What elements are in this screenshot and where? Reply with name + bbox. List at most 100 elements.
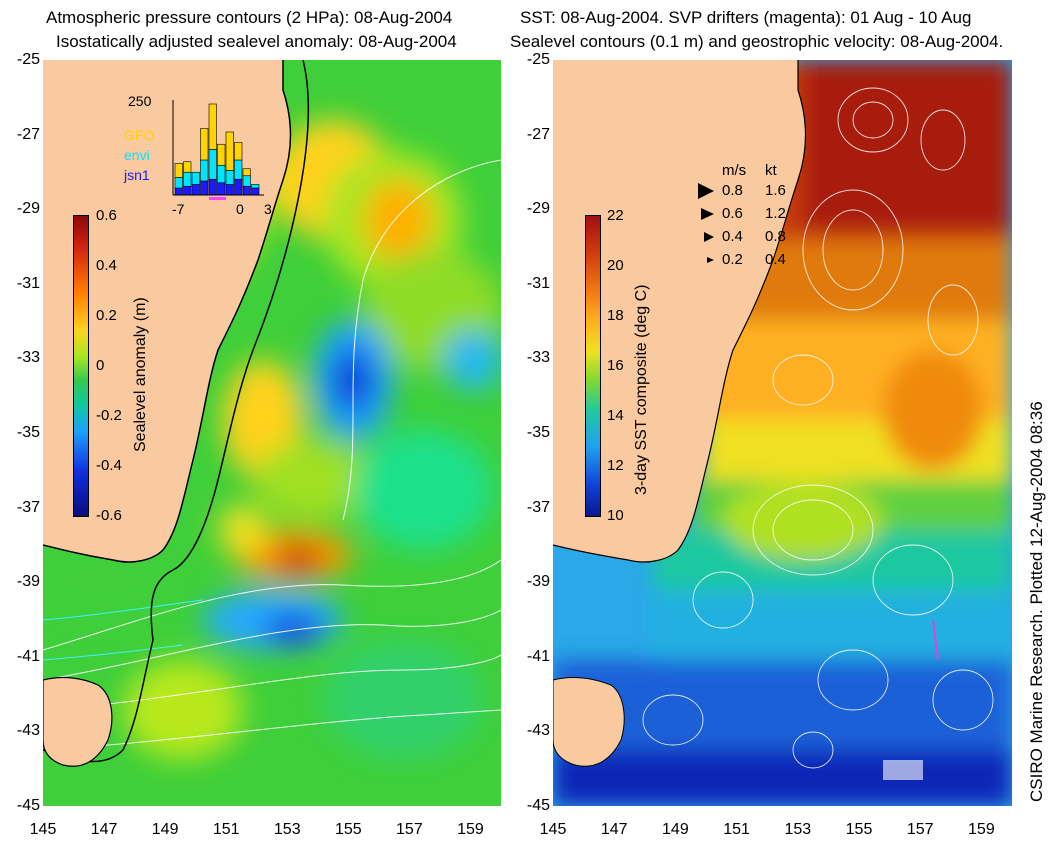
right_panel-cbtick-0: 22 xyxy=(607,207,624,224)
left_panel-xtick-0: 145 xyxy=(29,821,57,838)
left_panel-ytick-4: -33 xyxy=(16,349,40,367)
right_panel-ytick-2: -29 xyxy=(526,200,550,218)
histogram-bar-gfo xyxy=(242,168,251,177)
vel-header-kt: kt xyxy=(765,162,777,179)
left_panel-cbtick-4: -0.2 xyxy=(96,407,122,424)
histogram-bar-envi xyxy=(242,175,251,187)
right_panel-cbtick-5: 12 xyxy=(607,457,624,474)
left_panel-cbtick-6: -0.6 xyxy=(96,507,122,524)
histogram-bar-jsn1 xyxy=(208,178,217,196)
legend-jsn1: jsn1 xyxy=(124,167,150,183)
velocity-arrow-icon xyxy=(707,256,714,263)
vel-header-ms: m/s xyxy=(722,162,747,179)
right_panel-ytick-3: -31 xyxy=(526,274,550,292)
left_panel-xtick-3: 151 xyxy=(212,821,240,838)
left_panel-ytick-5: -35 xyxy=(16,424,40,441)
left-colorbar-label: Sealevel anomaly (m) xyxy=(132,297,149,452)
right_panel-cbtick-4: 14 xyxy=(607,407,624,424)
histogram-bar-jsn1 xyxy=(191,184,200,196)
right_panel-ytick-1: -27 xyxy=(526,125,550,143)
right-map-panel xyxy=(553,60,1012,806)
histogram-bar-gfo xyxy=(208,103,217,150)
histogram-xtick-neg7: -7 xyxy=(172,201,185,217)
right_panel-cbtick-6: 10 xyxy=(607,507,624,524)
legend-envi: envi xyxy=(124,147,150,163)
histogram-xtick-0: 0 xyxy=(236,201,244,217)
histogram-bar-jsn1 xyxy=(242,185,251,196)
left_panel-xtick-1: 147 xyxy=(90,821,118,838)
histogram-bar-envi xyxy=(191,171,200,185)
left_panel-cbtick-2: 0.2 xyxy=(96,307,117,324)
left_panel-xtick-2: 149 xyxy=(151,821,179,838)
left-title-line1: Atmospheric pressure contours (2 HPa): 0… xyxy=(46,8,453,27)
histogram-bar-gfo xyxy=(183,161,192,173)
right_panel-ytick-5: -35 xyxy=(526,424,550,441)
left_panel-cbtick-5: -0.4 xyxy=(96,457,122,474)
histogram-ymax-label: 250 xyxy=(128,93,152,109)
left_panel-ytick-2: -29 xyxy=(16,200,40,218)
histogram-bar-gfo xyxy=(174,163,183,178)
histogram-xtick-3: 3 xyxy=(264,201,272,217)
left_panel-xtick-6: 157 xyxy=(396,821,423,838)
histogram-bar-jsn1 xyxy=(183,185,192,196)
left-title-line2: Isostatically adjusted sealevel anomaly:… xyxy=(56,32,457,51)
histogram-bar-envi xyxy=(200,159,209,182)
legend-gfo: GFO xyxy=(124,127,155,143)
velocity-arrow-icon xyxy=(698,183,714,199)
right-tasmania-land xyxy=(553,677,625,767)
right_panel-xtick-3: 151 xyxy=(723,821,750,838)
credit-text: CSIRO Marine Research. Plotted 12-Aug-20… xyxy=(1027,401,1046,802)
left_panel-ytick-9: -43 xyxy=(16,722,40,740)
left_panel-ytick-10: -45 xyxy=(16,797,40,814)
histogram-bar-jsn1 xyxy=(200,180,209,196)
vel-row-kt-0: 1.6 xyxy=(765,182,786,199)
inset-histogram: 250 GFO envi jsn1 -7 0 3 xyxy=(120,90,280,220)
histogram-bar-envi xyxy=(234,159,243,180)
histogram-bar-envi xyxy=(217,164,226,184)
left_panel-xtick-5: 155 xyxy=(334,821,362,838)
left_panel-xtick-7: 159 xyxy=(457,821,484,838)
velocity-arrow-icon xyxy=(701,207,714,220)
right-colorbar xyxy=(585,215,601,517)
histogram-bar-gfo xyxy=(234,142,243,161)
right_panel-ytick-0: -25 xyxy=(526,51,550,68)
right-title-line2: Sealevel contours (0.1 m) and geostrophi… xyxy=(510,32,1004,51)
histogram-bar-gfo xyxy=(225,131,234,171)
sst-map xyxy=(553,60,1012,806)
right_panel-ytick-4: -33 xyxy=(526,349,550,367)
right_panel-xtick-4: 153 xyxy=(784,821,812,838)
vel-row-kt-3: 0.4 xyxy=(765,251,786,268)
right_panel-xtick-5: 155 xyxy=(845,821,873,838)
right-colorbar-label: 3-day SST composite (deg C) xyxy=(633,284,650,495)
right-title-line1: SST: 08-Aug-2004. SVP drifters (magenta)… xyxy=(520,8,972,27)
left_panel-ytick-7: -39 xyxy=(16,573,40,591)
histogram-bar-jsn1 xyxy=(225,184,234,196)
vel-row-kt-2: 0.8 xyxy=(765,228,786,245)
right_panel-xtick-7: 159 xyxy=(968,821,995,838)
histogram-bar-gfo xyxy=(200,128,209,161)
histogram-bar-envi xyxy=(174,177,183,189)
right_panel-ytick-7: -39 xyxy=(526,573,550,591)
right_panel-ytick-10: -45 xyxy=(526,797,550,814)
vel-row-ms-2: 0.4 xyxy=(722,228,743,245)
right_panel-ytick-8: -41 xyxy=(526,647,550,665)
right_panel-cbtick-3: 16 xyxy=(607,357,624,374)
left_panel-ytick-0: -25 xyxy=(16,51,40,68)
histogram-bar-jsn1 xyxy=(234,178,243,196)
histogram-bar-envi xyxy=(208,149,217,180)
histogram-bar-gfo xyxy=(217,143,226,166)
vel-row-ms-3: 0.2 xyxy=(722,251,743,268)
left_panel-cbtick-0: 0.6 xyxy=(96,207,117,224)
left_panel-ytick-1: -27 xyxy=(16,125,40,143)
vel-row-ms-0: 0.8 xyxy=(722,182,743,199)
histogram-bar-envi xyxy=(183,171,192,187)
histogram-bar-envi xyxy=(225,170,234,185)
left-tasmania-land xyxy=(43,676,113,767)
right_panel-xtick-1: 147 xyxy=(600,821,628,838)
histogram-bars xyxy=(172,100,264,200)
right_panel-xtick-0: 145 xyxy=(539,821,567,838)
histogram-bar-envi xyxy=(251,184,260,189)
vel-row-ms-1: 0.6 xyxy=(722,205,743,222)
left_panel-ytick-8: -41 xyxy=(16,647,40,665)
right_panel-xtick-6: 157 xyxy=(906,821,934,838)
